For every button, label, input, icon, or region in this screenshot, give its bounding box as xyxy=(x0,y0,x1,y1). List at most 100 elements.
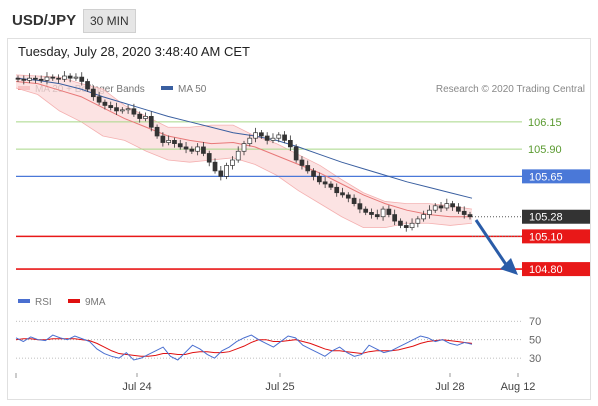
level-label-106.15: 106.15 xyxy=(528,117,562,129)
last-price-box xyxy=(522,209,590,224)
candle-body xyxy=(456,206,461,212)
candle-body xyxy=(421,214,426,220)
candle-body xyxy=(432,205,438,211)
forecast-arrow-shaft xyxy=(474,219,509,267)
candle-body xyxy=(241,143,247,152)
candle-body xyxy=(137,113,143,119)
candle-body xyxy=(398,220,403,226)
candle-body xyxy=(62,75,67,80)
candle-body xyxy=(108,105,114,108)
candle-body xyxy=(357,203,363,210)
bollinger-lower xyxy=(15,87,473,229)
candle-body xyxy=(345,194,351,199)
level-labels: 106.15 105.90 105.65 105.28 105.10 104.80 xyxy=(522,117,590,277)
timeframe-badge[interactable]: 30 MIN xyxy=(83,9,136,33)
legend-ma50: MA 50 xyxy=(161,84,206,95)
chart-header: USD/JPY 30 MIN xyxy=(0,0,598,40)
candle-body xyxy=(224,165,229,177)
legend-swatch xyxy=(161,86,173,91)
rsi-line xyxy=(15,334,473,361)
candle-body xyxy=(305,165,311,172)
candle-body xyxy=(340,192,345,196)
candle-body xyxy=(177,143,183,148)
bollinger-upper xyxy=(15,74,473,210)
candle-body xyxy=(201,146,206,154)
candle-body xyxy=(450,203,455,208)
candle-body xyxy=(102,101,108,106)
x-tick-label-1: Jul 25 xyxy=(265,381,294,393)
candle-body xyxy=(409,222,415,228)
timestamp: Tuesday, July 28, 2020 3:48:40 AM CET xyxy=(18,44,250,59)
legend-9ma: 9MA xyxy=(68,297,106,308)
candle-body xyxy=(438,205,444,209)
candle-body xyxy=(253,132,258,139)
candle-body xyxy=(293,146,299,161)
x-tick-label-0: Jul 24 xyxy=(122,381,151,393)
candle-body xyxy=(380,208,386,218)
level-label-104.80: 104.80 xyxy=(529,264,563,276)
legend-label: RSI xyxy=(35,297,52,308)
candle-body xyxy=(15,77,21,80)
candle-body xyxy=(90,88,96,98)
candle-body xyxy=(444,203,450,209)
candle-body xyxy=(206,153,212,163)
candle-body xyxy=(264,135,270,141)
candle-body xyxy=(160,135,166,143)
rsi-tick-label-70: 70 xyxy=(529,316,541,328)
candle-body xyxy=(235,150,241,161)
forecast-arrowhead xyxy=(500,258,518,275)
candle-body xyxy=(392,214,398,222)
candle-body xyxy=(148,116,154,128)
candle-body xyxy=(276,134,282,139)
candle-body xyxy=(328,183,334,188)
candle-body xyxy=(166,140,172,143)
candle-body xyxy=(299,159,305,166)
candle-body xyxy=(85,81,90,90)
rsi-tick-label-30: 30 xyxy=(529,353,541,365)
chart-frame xyxy=(7,38,591,400)
level-label-105.65: 105.65 xyxy=(529,171,563,183)
candle-body xyxy=(189,148,195,152)
rsi-panel: 70 50 30 xyxy=(15,316,541,365)
level-label-105.90: 105.90 xyxy=(528,144,562,156)
candle-body xyxy=(143,116,148,119)
candle-body xyxy=(403,225,409,228)
forecast-arrow xyxy=(474,219,518,275)
candle-body xyxy=(461,210,467,215)
candle-body xyxy=(96,96,102,103)
candle-body xyxy=(172,140,177,144)
legend-rsi: RSI xyxy=(18,297,52,308)
x-tick-label-3: Aug 12 xyxy=(501,381,536,393)
level-box-105.65 xyxy=(522,169,590,184)
candle-body xyxy=(195,146,200,152)
symbol-label: USD/JPY xyxy=(12,12,77,29)
candle-body xyxy=(247,137,253,144)
rsi-tick-label-50: 50 xyxy=(529,335,541,347)
candle-body xyxy=(282,134,287,141)
candle-body xyxy=(131,108,137,115)
x-axis: Jul 24 Jul 25 Jul 28 Aug 12 xyxy=(15,373,536,393)
candle-body xyxy=(21,78,27,81)
level-label-105.10: 105.10 xyxy=(529,231,563,243)
candlesticks xyxy=(15,71,473,232)
candle-body xyxy=(334,186,340,194)
candle-body xyxy=(27,77,32,81)
candle-body xyxy=(33,77,38,80)
candle-body xyxy=(363,208,369,213)
candle-body xyxy=(288,140,293,148)
candle-body xyxy=(38,78,44,81)
candle-body xyxy=(119,109,125,112)
candle-body xyxy=(154,126,160,137)
candle-body xyxy=(316,176,322,183)
candle-body xyxy=(427,209,432,215)
candle-body xyxy=(50,76,56,79)
candle-body xyxy=(467,214,473,218)
legend-swatch xyxy=(18,299,30,304)
level-box-104.80 xyxy=(522,262,590,277)
candle-body xyxy=(73,76,79,79)
candle-body xyxy=(56,77,61,80)
candle-body xyxy=(311,170,316,177)
candle-body xyxy=(369,212,374,215)
candle-body xyxy=(67,75,73,79)
